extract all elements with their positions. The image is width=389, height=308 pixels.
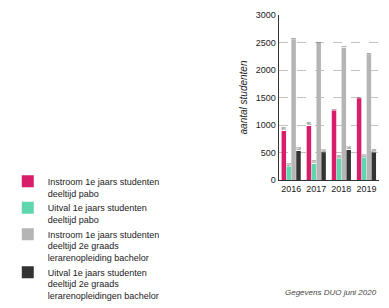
- svg-text:981: 981: [307, 122, 312, 126]
- svg-text:546: 546: [346, 146, 351, 150]
- svg-text:2558: 2558: [291, 37, 296, 39]
- svg-text:2018: 2018: [331, 184, 351, 194]
- svg-text:Instroom 1e jaars studentendee: Instroom 1e jaars studentendeeltijd pabo: [48, 177, 160, 199]
- svg-text:Uitval 1e jaars studentendeelt: Uitval 1e jaars studentendeeltijd pabo: [48, 203, 147, 225]
- svg-text:247: 247: [286, 163, 291, 167]
- svg-text:1500: 1500: [256, 93, 276, 103]
- svg-text:2016: 2016: [281, 184, 301, 194]
- svg-text:506: 506: [321, 149, 326, 153]
- svg-text:1000: 1000: [256, 120, 276, 130]
- svg-text:292: 292: [312, 160, 317, 164]
- svg-text:2286: 2286: [367, 52, 372, 54]
- svg-text:Gegevens DUO juni 2020: Gegevens DUO juni 2020: [285, 288, 377, 297]
- svg-text:2017: 2017: [306, 184, 326, 194]
- svg-text:Instroom 1e jaars studentendee: Instroom 1e jaars studentendeeltijd 2e g…: [48, 230, 160, 263]
- svg-text:2491: 2491: [316, 41, 321, 43]
- svg-text:2403: 2403: [342, 45, 347, 47]
- svg-text:1263: 1263: [332, 108, 337, 110]
- svg-text:2500: 2500: [256, 38, 276, 48]
- svg-text:499: 499: [372, 149, 377, 153]
- svg-text:0: 0: [271, 175, 276, 185]
- svg-text:3000: 3000: [256, 10, 276, 20]
- svg-text:500: 500: [261, 148, 276, 158]
- svg-text:391: 391: [337, 155, 342, 159]
- svg-text:aantal studenten: aantal studenten: [238, 60, 249, 134]
- svg-text:410: 410: [362, 154, 367, 158]
- svg-text:Uitval 1e jaars studentendeelt: Uitval 1e jaars studentendeeltijd 2e gra…: [48, 268, 159, 301]
- svg-text:891: 891: [282, 127, 287, 131]
- svg-text:1486: 1486: [357, 96, 362, 98]
- svg-text:2019: 2019: [356, 184, 376, 194]
- svg-text:528: 528: [296, 147, 301, 151]
- svg-text:2000: 2000: [256, 65, 276, 75]
